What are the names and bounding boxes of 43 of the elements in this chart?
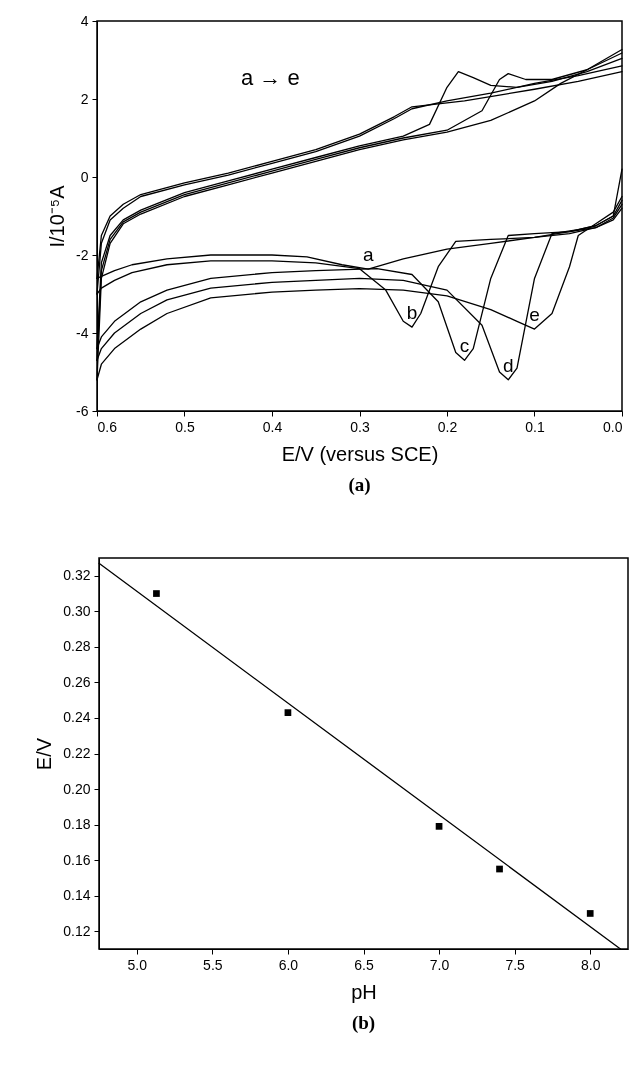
x-tick-label: 7.0 xyxy=(429,956,450,973)
y-tick-label: 0 xyxy=(80,168,89,185)
y-tick-label: 0.20 xyxy=(63,780,91,797)
y-tick-label: 0.24 xyxy=(63,709,91,726)
x-tick-label: 0.2 xyxy=(437,418,458,435)
y-tick-label: 4 xyxy=(80,12,89,29)
y-tick-label: 0.32 xyxy=(63,567,91,584)
y-tick-label: 0.22 xyxy=(63,745,91,761)
annotation: a → e xyxy=(241,65,300,90)
y-tick-label: 0.26 xyxy=(63,673,91,690)
annotation: c xyxy=(459,335,470,357)
text: (b) xyxy=(351,1012,376,1034)
y-tick-label: 2 xyxy=(80,90,89,107)
y-axis-title: E/V xyxy=(33,737,56,771)
x-tick-label: 7.5 xyxy=(505,956,526,973)
annotation: d xyxy=(502,354,514,376)
y-tick-label: 0.18 xyxy=(63,816,91,833)
y-tick-label: -2 xyxy=(76,246,89,263)
y-axis-title: I/10⁻⁵A xyxy=(46,184,69,248)
x-tick-label: 0.6 xyxy=(97,418,118,435)
y-tick-label: 0.12 xyxy=(63,922,91,939)
annotation: b xyxy=(406,302,418,324)
x-tick-label: 0.0 xyxy=(603,418,623,435)
x-tick-label: 6.5 xyxy=(354,956,374,973)
x-axis-title: pH xyxy=(351,980,377,1003)
x-axis-title: E/V (versus SCE) xyxy=(281,442,439,465)
x-tick-label: 6.0 xyxy=(278,956,299,973)
x-tick-label: 5.0 xyxy=(127,956,148,973)
x-tick-label: 0.5 xyxy=(175,418,195,435)
annotation: e xyxy=(529,304,540,326)
y-tick-label: -6 xyxy=(76,402,89,419)
x-tick-label: 0.1 xyxy=(525,418,545,435)
x-tick-label: 5.5 xyxy=(203,956,223,973)
text: (a) xyxy=(348,474,371,496)
y-tick-label: 0.28 xyxy=(63,638,91,655)
y-tick-label: -4 xyxy=(76,324,89,341)
y-tick-label: 0.30 xyxy=(63,602,91,619)
x-tick-label: 8.0 xyxy=(580,956,601,973)
annotation: a xyxy=(362,244,374,266)
y-tick-label: 0.16 xyxy=(63,851,91,868)
y-tick-label: 0.14 xyxy=(63,887,91,904)
x-tick-label: 0.3 xyxy=(350,418,370,435)
x-tick-label: 0.4 xyxy=(262,418,283,435)
